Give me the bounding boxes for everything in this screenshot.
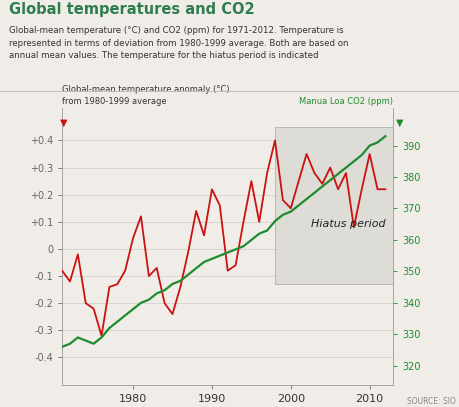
Text: Global-mean temperature anomaly (°C)
from 1980-1999 average: Global-mean temperature anomaly (°C) fro…	[62, 85, 229, 106]
Text: ▼: ▼	[395, 118, 402, 128]
Bar	[274, 127, 392, 284]
Text: Manua Loa CO2 (ppm): Manua Loa CO2 (ppm)	[299, 97, 392, 106]
Text: SOURCE: SIO: SOURCE: SIO	[406, 397, 454, 406]
Text: ▼: ▼	[60, 118, 67, 128]
Text: Global-mean temperature (°C) and CO2 (ppm) for 1971-2012. Temperature is
represe: Global-mean temperature (°C) and CO2 (pp…	[9, 26, 348, 60]
Text: Global temperatures and CO2: Global temperatures and CO2	[9, 2, 254, 17]
Text: Hiatus period: Hiatus period	[310, 219, 384, 229]
